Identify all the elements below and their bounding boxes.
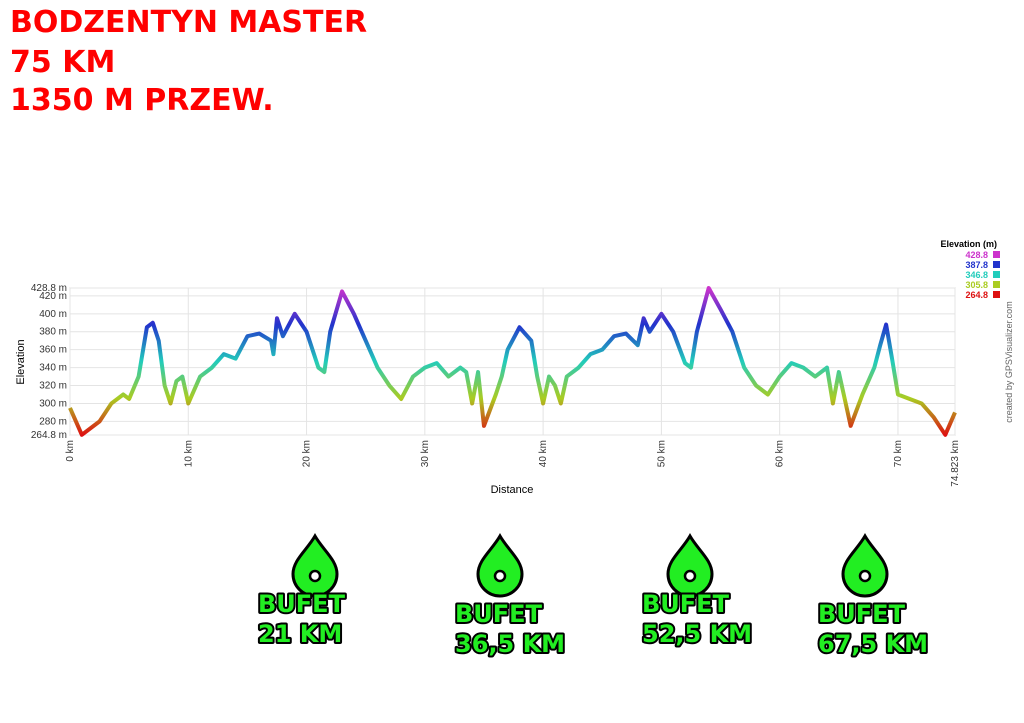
legend-swatch bbox=[993, 271, 1000, 278]
legend-label: 305.8 bbox=[965, 280, 988, 290]
title-line: 1350 M PRZEW. bbox=[10, 83, 274, 118]
y-tick-label: 320 m bbox=[39, 381, 67, 392]
buffet-distance: 36,5 KM bbox=[455, 630, 565, 658]
y-tick-label: 340 m bbox=[39, 363, 67, 374]
title-line: 75 KM bbox=[10, 45, 115, 80]
title-line: BODZENTYN MASTER bbox=[10, 5, 367, 40]
buffet-label: BUFET bbox=[642, 590, 730, 618]
x-tick-label: 70 km bbox=[893, 440, 904, 467]
buffet-icon bbox=[476, 532, 524, 598]
legend-swatch bbox=[993, 291, 1000, 298]
x-axis-label: Distance bbox=[491, 484, 534, 496]
buffet-distance: 21 KM bbox=[258, 620, 342, 648]
x-tick-label: 30 km bbox=[420, 440, 431, 467]
x-tick-label: 74.823 km bbox=[950, 440, 961, 487]
y-tick-label: 264.8 m bbox=[31, 430, 67, 441]
y-tick-label: 380 m bbox=[39, 327, 67, 338]
y-tick-label: 420 m bbox=[39, 291, 67, 302]
elevation-line bbox=[68, 286, 957, 437]
buffet-icon bbox=[666, 532, 714, 598]
buffet-icon-dot bbox=[493, 569, 507, 583]
buffet-distance: 67,5 KM bbox=[818, 630, 928, 658]
x-tick-label: 50 km bbox=[656, 440, 667, 467]
buffet-distance: 52,5 KM bbox=[642, 620, 752, 648]
legend-label: 264.8 bbox=[965, 290, 988, 300]
y-tick-label: 360 m bbox=[39, 345, 67, 356]
buffet-label: BUFET bbox=[258, 590, 346, 618]
x-tick-label: 20 km bbox=[302, 440, 313, 467]
y-tick-label: 300 m bbox=[39, 398, 67, 409]
legend-swatch bbox=[993, 281, 1000, 288]
buffet-label: BUFET bbox=[455, 600, 543, 628]
x-tick-label: 0 km bbox=[65, 440, 76, 462]
legend-label: 387.8 bbox=[965, 260, 988, 270]
buffet-icon-dot bbox=[858, 569, 872, 583]
legend-title: Elevation (m) bbox=[940, 239, 997, 249]
credit: created by GPSVisualizer.com bbox=[1004, 301, 1014, 422]
plot-frame bbox=[69, 287, 956, 436]
buffet-icon bbox=[841, 532, 889, 598]
x-tick-label: 40 km bbox=[538, 440, 549, 467]
legend-label: 346.8 bbox=[965, 270, 988, 280]
y-tick-label: 280 m bbox=[39, 416, 67, 427]
legend-label: 428.8 bbox=[965, 250, 988, 260]
y-axis-label: Elevation bbox=[15, 339, 27, 384]
buffet-icon bbox=[291, 532, 339, 598]
buffet-icon-dot bbox=[308, 569, 322, 583]
legend-swatch bbox=[993, 261, 1000, 268]
y-tick-label: 428.8 m bbox=[31, 283, 67, 294]
x-tick-label: 10 km bbox=[183, 440, 194, 467]
legend-swatch bbox=[993, 251, 1000, 258]
y-tick-label: 400 m bbox=[39, 309, 67, 320]
buffet-label: BUFET bbox=[818, 600, 906, 628]
x-tick-label: 60 km bbox=[775, 440, 786, 467]
buffet-icon-dot bbox=[683, 569, 697, 583]
